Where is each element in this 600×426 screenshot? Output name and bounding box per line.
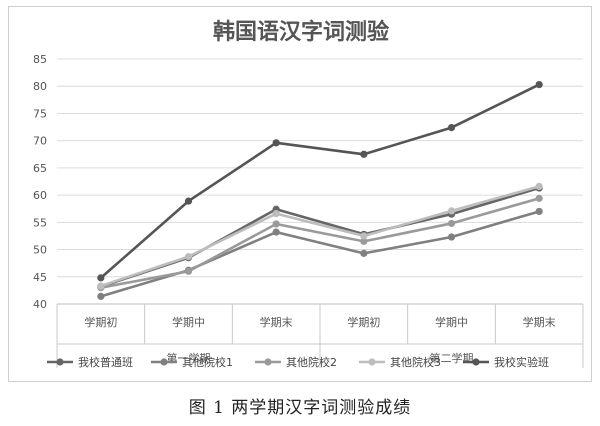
legend-label: 其他院校2 [286, 355, 337, 369]
y-tick-label: 85 [33, 53, 47, 66]
x-tick-label: 学期末 [523, 315, 556, 329]
line-chart: 韩国语汉字词测验 40 45 50 55 60 65 70 75 80 85 学期初 学期中 学期末 学期… [33, 19, 584, 369]
data-point [535, 194, 543, 202]
x-tick-label: 学期中 [172, 315, 205, 329]
data-point [184, 253, 193, 261]
series-line [100, 186, 540, 288]
legend-marker [56, 358, 64, 366]
y-tick-label: 45 [33, 271, 47, 284]
figure-caption: 图 1 两学期汉字词测验成绩 [188, 398, 412, 418]
legend-label: 我校实验班 [494, 355, 549, 369]
legend-marker [472, 358, 480, 366]
y-tick-label: 70 [33, 135, 47, 148]
data-point [97, 282, 105, 290]
data-point [535, 207, 543, 216]
chart-frame: 韩国语汉字词测验 40 45 50 55 60 65 70 75 80 85 学期初 学期中 学期末 学期… [8, 6, 592, 382]
legend-label: 其他院校3 [390, 355, 441, 369]
data-point [97, 292, 105, 300]
y-tick-label: 40 [33, 298, 47, 311]
x-tick-label: 学期末 [260, 315, 293, 329]
y-tick-label: 65 [33, 162, 47, 175]
legend: 我校普通班 其他院校1 其他院校2 其他院校3 我校实验班 [47, 355, 549, 369]
data-point [272, 220, 280, 228]
series-line [100, 185, 540, 288]
x-group-label: 第一学期 [167, 351, 211, 365]
series-layer [97, 80, 543, 300]
data-point [360, 150, 368, 158]
data-point [447, 219, 456, 228]
series-line [99, 83, 540, 279]
data-point [360, 237, 368, 245]
legend-label: 我校普通班 [78, 355, 133, 369]
y-tick-label: 60 [33, 189, 47, 202]
x-tick-label: 学期中 [435, 315, 468, 329]
legend-marker [160, 358, 168, 366]
x-group-label: 第二学期 [430, 351, 474, 365]
series-line [100, 197, 540, 289]
data-point [535, 80, 543, 89]
legend-marker [264, 358, 272, 366]
data-point [447, 124, 456, 132]
data-point [360, 249, 368, 257]
data-point [447, 207, 456, 215]
grid-layer [57, 58, 583, 305]
data-point [535, 182, 543, 190]
y-tick-label: 80 [33, 80, 47, 93]
data-point [184, 197, 193, 205]
data-point [272, 210, 280, 218]
data-point [184, 267, 193, 275]
chart-title: 韩国语汉字词测验 [213, 19, 389, 45]
y-tick-label: 75 [33, 107, 47, 120]
y-tick-label: 55 [33, 216, 47, 229]
data-point [360, 232, 368, 240]
data-point [447, 233, 456, 241]
y-tick-label: 50 [33, 244, 47, 257]
data-point [272, 139, 280, 147]
data-point [272, 228, 280, 236]
x-tick-label: 学期初 [84, 315, 117, 329]
legend-marker [368, 358, 376, 366]
legend-label: 其他院校1 [182, 355, 233, 369]
axis-layer: 40 45 50 55 60 65 70 75 80 85 学期初 学期中 学期末 学期初 学期中 学期末第一… [33, 53, 584, 368]
x-tick-label: 学期初 [347, 315, 380, 329]
data-point [97, 274, 105, 282]
